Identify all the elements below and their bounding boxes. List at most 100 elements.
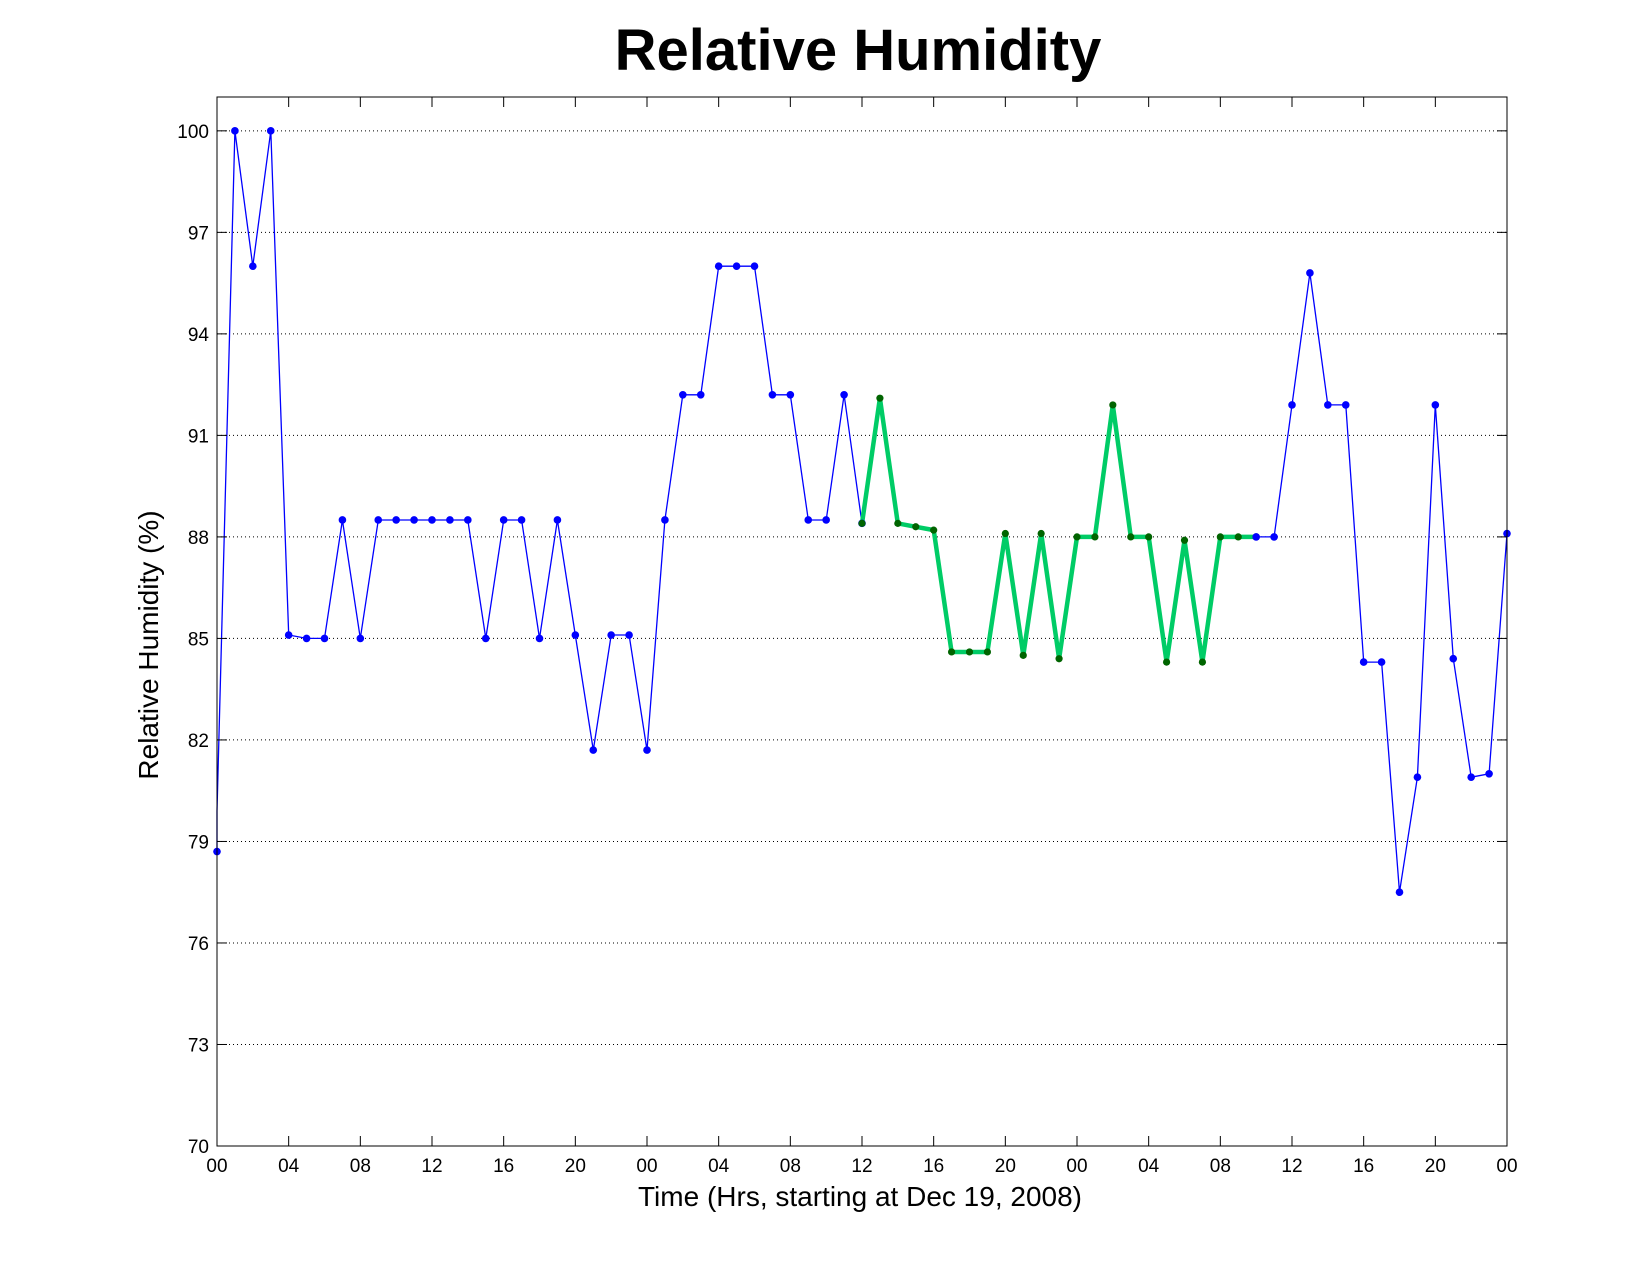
highlight-data-point bbox=[1037, 529, 1045, 538]
highlight-data-point bbox=[1162, 658, 1171, 666]
axis-ticks: 70 73 76 79 82 85 88 91 94 97 100 00 04 08 12 16 20 00 04 0… bbox=[177, 97, 1518, 1177]
data-point bbox=[840, 390, 848, 399]
x-tick-label: 00 bbox=[1496, 1156, 1517, 1177]
y-tick-label: 82 bbox=[188, 731, 209, 752]
y-tick-label: 79 bbox=[188, 832, 209, 853]
highlight-data-point bbox=[876, 394, 884, 402]
x-tick-label: 04 bbox=[708, 1156, 730, 1177]
x-tick-label: 08 bbox=[780, 1156, 801, 1177]
data-point bbox=[410, 516, 418, 524]
highlight-data-point bbox=[1198, 658, 1207, 666]
highlight-series-line bbox=[859, 397, 1257, 663]
highlight-data-point bbox=[894, 519, 902, 527]
x-tick-label: 08 bbox=[350, 1156, 371, 1177]
series-lines bbox=[216, 130, 1508, 893]
data-point bbox=[464, 516, 472, 524]
highlight-data-point bbox=[1055, 655, 1063, 663]
data-point bbox=[643, 746, 651, 754]
data-point bbox=[607, 631, 615, 639]
x-tick-label: 20 bbox=[995, 1156, 1016, 1177]
x-tick-label: 00 bbox=[1066, 1156, 1087, 1177]
data-point bbox=[481, 634, 490, 643]
data-point bbox=[392, 516, 400, 524]
x-tick-label: 08 bbox=[1210, 1156, 1231, 1177]
y-tick-label: 94 bbox=[188, 325, 210, 346]
chart-title: Relative Humidity bbox=[615, 18, 1102, 83]
series-line bbox=[216, 130, 863, 852]
y-tick-label: 97 bbox=[188, 223, 209, 244]
y-tick-label: 85 bbox=[188, 629, 209, 650]
x-tick-label: 16 bbox=[493, 1156, 514, 1177]
data-point bbox=[571, 631, 580, 639]
highlight-data-point bbox=[930, 526, 938, 534]
x-tick-label: 12 bbox=[1281, 1156, 1302, 1177]
data-point bbox=[338, 516, 347, 524]
data-point bbox=[750, 262, 759, 270]
x-tick-label: 16 bbox=[1353, 1156, 1374, 1177]
data-point bbox=[1306, 269, 1314, 277]
data-point bbox=[786, 390, 795, 399]
data-point bbox=[804, 516, 813, 524]
data-point bbox=[499, 516, 508, 524]
highlight-data-point bbox=[858, 519, 866, 527]
data-point bbox=[302, 634, 311, 643]
data-point bbox=[768, 390, 777, 399]
x-tick-label: 00 bbox=[206, 1156, 227, 1177]
data-point bbox=[625, 631, 633, 639]
data-point bbox=[679, 390, 687, 399]
highlight-data-point bbox=[1109, 401, 1117, 409]
data-point bbox=[249, 262, 257, 270]
highlight-data-point bbox=[965, 648, 974, 656]
highlight-data-point bbox=[1091, 533, 1099, 541]
highlight-data-point bbox=[912, 523, 920, 531]
series-markers bbox=[213, 127, 1511, 897]
highlight-data-point bbox=[1216, 533, 1224, 541]
highlight-data-point bbox=[1073, 533, 1081, 541]
plot-area-frame bbox=[216, 96, 1508, 1147]
data-point bbox=[1413, 773, 1422, 781]
data-point bbox=[822, 516, 830, 524]
data-point bbox=[320, 634, 329, 643]
x-tick-label: 20 bbox=[1425, 1156, 1446, 1177]
data-point bbox=[356, 634, 365, 643]
data-point bbox=[428, 516, 436, 524]
data-point bbox=[517, 516, 526, 524]
y-tick-label: 70 bbox=[188, 1137, 209, 1158]
y-tick-label: 73 bbox=[188, 1035, 209, 1056]
x-tick-label: 12 bbox=[851, 1156, 872, 1177]
data-point bbox=[1431, 401, 1440, 409]
x-tick-label: 20 bbox=[565, 1156, 586, 1177]
x-tick-label: 16 bbox=[923, 1156, 944, 1177]
series-line bbox=[1256, 272, 1508, 893]
highlight-data-point bbox=[947, 648, 956, 656]
highlight-data-point bbox=[1180, 536, 1189, 544]
data-point bbox=[266, 127, 275, 135]
data-point bbox=[553, 516, 562, 524]
data-point bbox=[661, 516, 669, 524]
data-point bbox=[1252, 533, 1260, 541]
x-tick-label: 00 bbox=[636, 1156, 657, 1177]
highlight-data-point bbox=[1001, 529, 1009, 538]
y-tick-label: 100 bbox=[177, 122, 209, 143]
data-point bbox=[714, 262, 723, 270]
data-point bbox=[231, 127, 239, 135]
data-point bbox=[1377, 658, 1386, 666]
data-point bbox=[1324, 401, 1332, 409]
data-point bbox=[1359, 658, 1368, 666]
data-point bbox=[446, 516, 454, 524]
data-point bbox=[1395, 888, 1404, 897]
data-point bbox=[1288, 401, 1296, 409]
y-axis-label: Relative Humidity (%) bbox=[133, 510, 164, 779]
data-point bbox=[696, 390, 705, 399]
data-point bbox=[1485, 769, 1493, 778]
y-tick-label: 91 bbox=[188, 426, 209, 447]
highlight-data-point bbox=[1127, 533, 1135, 541]
highlight-data-point bbox=[1019, 651, 1027, 659]
highlight-data-point bbox=[983, 648, 992, 656]
data-point bbox=[1449, 654, 1458, 663]
y-tick-label: 88 bbox=[188, 528, 209, 549]
data-point bbox=[284, 631, 293, 639]
gridlines bbox=[217, 130, 1507, 1045]
highlight-data-point bbox=[1234, 533, 1242, 541]
